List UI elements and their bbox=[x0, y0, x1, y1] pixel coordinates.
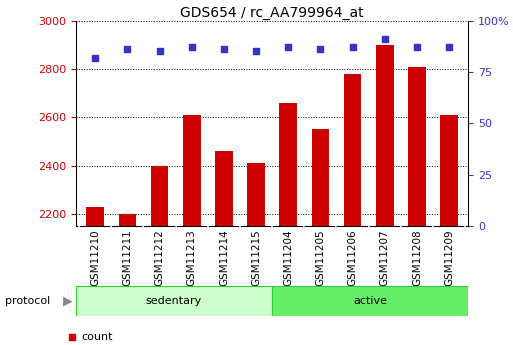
Bar bbox=[272, 286, 468, 316]
Bar bbox=[183, 115, 201, 226]
Text: active: active bbox=[353, 296, 387, 306]
Title: GDS654 / rc_AA799964_at: GDS654 / rc_AA799964_at bbox=[181, 6, 364, 20]
Bar bbox=[119, 214, 136, 226]
Text: GSM11215: GSM11215 bbox=[251, 229, 261, 286]
Point bbox=[381, 37, 389, 42]
Point bbox=[123, 47, 131, 52]
Bar bbox=[76, 286, 272, 316]
Point bbox=[318, 7, 326, 12]
Point bbox=[252, 49, 260, 54]
Text: GSM11210: GSM11210 bbox=[90, 229, 100, 286]
Text: GSM11205: GSM11205 bbox=[315, 229, 325, 286]
Bar bbox=[311, 129, 329, 226]
Text: GSM11213: GSM11213 bbox=[187, 229, 196, 286]
Bar bbox=[280, 103, 297, 226]
Bar bbox=[408, 67, 426, 226]
Bar bbox=[86, 207, 104, 226]
Bar bbox=[440, 115, 458, 226]
Point bbox=[188, 45, 196, 50]
Point bbox=[318, 242, 326, 248]
Point bbox=[348, 45, 357, 50]
Text: GSM11204: GSM11204 bbox=[283, 229, 293, 286]
Text: GSM11214: GSM11214 bbox=[219, 229, 229, 286]
Text: GSM11209: GSM11209 bbox=[444, 229, 454, 286]
Text: GSM11207: GSM11207 bbox=[380, 229, 390, 286]
Text: GSM11206: GSM11206 bbox=[348, 229, 358, 286]
Point bbox=[91, 55, 100, 60]
Point bbox=[220, 47, 228, 52]
Point bbox=[284, 45, 292, 50]
Text: GSM11211: GSM11211 bbox=[123, 229, 132, 286]
Bar bbox=[215, 151, 233, 226]
Point bbox=[413, 45, 421, 50]
Bar bbox=[376, 45, 393, 226]
Text: sedentary: sedentary bbox=[146, 296, 202, 306]
Bar bbox=[247, 163, 265, 226]
Text: ▶: ▶ bbox=[63, 295, 73, 307]
Text: GSM11208: GSM11208 bbox=[412, 229, 422, 286]
Text: GSM11212: GSM11212 bbox=[154, 229, 165, 286]
Text: count: count bbox=[82, 332, 113, 342]
Point bbox=[155, 49, 164, 54]
Text: protocol: protocol bbox=[5, 296, 50, 306]
Bar bbox=[344, 74, 362, 226]
Bar bbox=[151, 166, 168, 226]
Point bbox=[317, 47, 325, 52]
Point bbox=[445, 45, 453, 50]
